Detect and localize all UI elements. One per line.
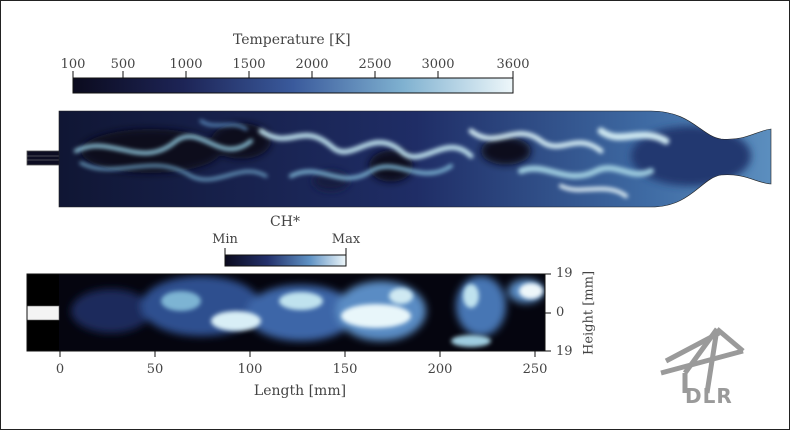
ch-image xyxy=(26,273,551,357)
temperature-tick-label: 2500 xyxy=(358,57,392,72)
temperature-tick-label: 3600 xyxy=(496,57,530,72)
dlr-logo-icon xyxy=(660,327,745,394)
y-tick-label: 0 xyxy=(556,305,565,320)
temperature-colorbar xyxy=(72,71,514,94)
ch-min-label: Min xyxy=(212,232,238,247)
x-tick-label: 0 xyxy=(55,362,65,377)
ch-colorbar-title: CH* xyxy=(270,214,300,230)
y-tick-label: 19 xyxy=(556,344,573,359)
x-tick-label: 100 xyxy=(237,362,263,377)
x-tick-label: 150 xyxy=(332,362,358,377)
temperature-tick-label: 2000 xyxy=(295,57,329,72)
temperature-tick-label: 100 xyxy=(60,57,86,72)
ch-colorbar xyxy=(224,248,347,267)
y-tick-label: 19 xyxy=(556,266,573,281)
temperature-tick-label: 500 xyxy=(110,57,136,72)
ch-max-label: Max xyxy=(331,232,361,247)
temperature-field xyxy=(26,110,772,208)
temperature-colorbar-title: Temperature [K] xyxy=(233,32,351,48)
x-axis-label: Length [mm] xyxy=(253,383,347,399)
x-tick-label: 250 xyxy=(522,362,548,377)
x-tick-label: 200 xyxy=(427,362,453,377)
temperature-tick-label: 1500 xyxy=(232,57,266,72)
temperature-tick-label: 3000 xyxy=(421,57,455,72)
x-tick-label: 50 xyxy=(146,362,164,377)
temperature-tick-label: 1000 xyxy=(169,57,203,72)
